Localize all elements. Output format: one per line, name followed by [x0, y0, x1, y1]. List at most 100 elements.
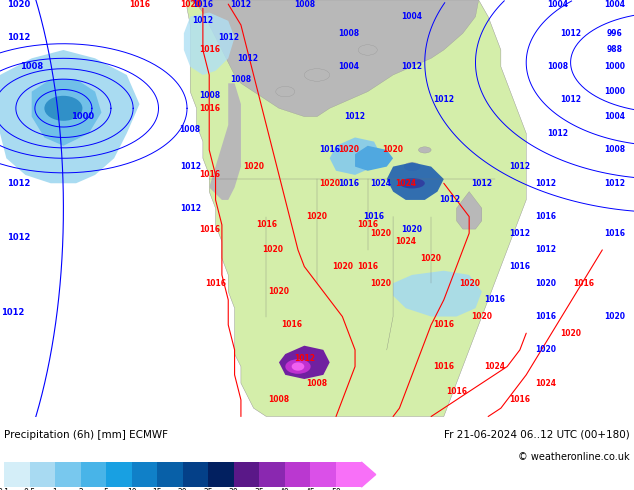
Text: 5: 5 [104, 488, 108, 490]
Text: 1024: 1024 [484, 362, 505, 371]
Text: 35: 35 [254, 488, 264, 490]
Text: 10: 10 [127, 488, 136, 490]
Text: 1012: 1012 [8, 179, 30, 188]
Text: © weatheronline.co.uk: © weatheronline.co.uk [519, 452, 630, 462]
Text: 25: 25 [204, 488, 213, 490]
Text: Precipitation (6h) [mm] ECMWF: Precipitation (6h) [mm] ECMWF [4, 430, 168, 440]
Bar [234, 462, 259, 487]
Text: 30: 30 [229, 488, 238, 490]
Text: 1008: 1008 [268, 395, 290, 404]
Bar [285, 462, 310, 487]
Text: 1020: 1020 [306, 212, 328, 221]
Text: 45: 45 [306, 488, 315, 490]
Polygon shape [184, 12, 235, 75]
Bar [30, 462, 55, 487]
Text: 1016: 1016 [357, 220, 378, 229]
Text: 2: 2 [78, 488, 83, 490]
Text: 1008: 1008 [20, 62, 43, 71]
Text: 1016: 1016 [192, 0, 214, 9]
Ellipse shape [304, 69, 330, 81]
Text: 1012: 1012 [560, 29, 581, 38]
Text: 50: 50 [331, 488, 340, 490]
Text: 1020: 1020 [332, 262, 353, 271]
Text: 20: 20 [178, 488, 188, 490]
Text: 1004: 1004 [604, 0, 626, 9]
Text: 1000: 1000 [71, 112, 94, 121]
Text: 1012: 1012 [433, 96, 455, 104]
Text: 1008: 1008 [198, 91, 220, 100]
Text: 1012: 1012 [192, 16, 214, 25]
Text: 1016: 1016 [573, 279, 594, 288]
Text: 1016: 1016 [129, 0, 150, 9]
Text: 1016: 1016 [433, 362, 455, 371]
Text: 1020: 1020 [534, 345, 556, 354]
Text: Fr 21-06-2024 06..12 UTC (00+180): Fr 21-06-2024 06..12 UTC (00+180) [444, 430, 630, 440]
Text: 1020: 1020 [370, 229, 391, 238]
Text: 1016: 1016 [509, 395, 531, 404]
Text: 1008: 1008 [547, 62, 569, 71]
Text: 1000: 1000 [604, 62, 626, 71]
Ellipse shape [404, 162, 420, 171]
Text: 1020: 1020 [401, 224, 423, 234]
Ellipse shape [285, 359, 311, 374]
Bar [310, 462, 336, 487]
Polygon shape [279, 345, 330, 379]
Text: 15: 15 [152, 488, 162, 490]
Text: 1016: 1016 [338, 179, 359, 188]
Text: 1020: 1020 [319, 179, 340, 188]
Ellipse shape [276, 86, 295, 97]
Text: 1: 1 [53, 488, 58, 490]
Polygon shape [0, 50, 139, 183]
Text: 1004: 1004 [547, 0, 569, 9]
Text: 40: 40 [280, 488, 290, 490]
Text: 1020: 1020 [382, 146, 404, 154]
Text: 1024: 1024 [395, 179, 417, 188]
Bar [259, 462, 285, 487]
Text: 1012: 1012 [401, 62, 423, 71]
Text: 1016: 1016 [446, 387, 467, 396]
Text: 1012: 1012 [217, 33, 239, 42]
Text: 1020: 1020 [420, 254, 442, 263]
Text: 1012: 1012 [344, 112, 366, 121]
Polygon shape [187, 0, 526, 416]
Polygon shape [393, 271, 482, 317]
Text: 1016: 1016 [433, 320, 455, 329]
Ellipse shape [358, 45, 377, 55]
Text: 1008: 1008 [294, 0, 315, 9]
Text: 1016: 1016 [484, 295, 505, 304]
Text: 1012: 1012 [560, 96, 581, 104]
Text: 1004: 1004 [604, 112, 626, 121]
Bar [55, 462, 81, 487]
Text: 1016: 1016 [281, 320, 302, 329]
Text: 1020: 1020 [243, 162, 264, 171]
Bar [132, 462, 157, 487]
Text: 1020: 1020 [262, 245, 283, 254]
Text: 1016: 1016 [604, 229, 626, 238]
Text: 1012: 1012 [8, 233, 30, 242]
Text: 1012: 1012 [509, 229, 531, 238]
Text: 1000: 1000 [604, 87, 626, 96]
Bar [4, 462, 30, 487]
Text: 1012: 1012 [534, 179, 556, 188]
Text: 1012: 1012 [471, 179, 493, 188]
Text: 1012: 1012 [439, 196, 461, 204]
Text: 1020: 1020 [179, 0, 201, 9]
Text: 1020: 1020 [338, 146, 359, 154]
Text: 988: 988 [607, 46, 623, 54]
Bar [208, 462, 234, 487]
Ellipse shape [418, 147, 431, 153]
Text: 1024: 1024 [534, 379, 556, 388]
Text: 1020: 1020 [534, 279, 556, 288]
Bar [157, 462, 183, 487]
Text: 1008: 1008 [179, 124, 201, 134]
Polygon shape [330, 137, 380, 175]
Bar [106, 462, 132, 487]
Polygon shape [361, 462, 376, 487]
Ellipse shape [292, 363, 304, 371]
Text: 1012: 1012 [179, 204, 201, 213]
Text: 1024: 1024 [370, 179, 391, 188]
Text: 1016: 1016 [363, 212, 385, 221]
Text: 1020: 1020 [458, 279, 480, 288]
Text: 1020: 1020 [268, 287, 290, 296]
Text: 1016: 1016 [534, 212, 556, 221]
